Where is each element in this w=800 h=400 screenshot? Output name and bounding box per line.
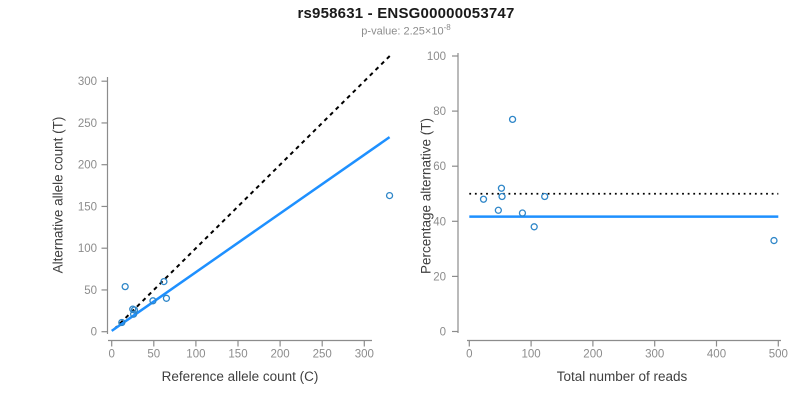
x-tick-label: 200: [583, 349, 602, 361]
page-title: rs958631 - ENSG00000053747: [297, 5, 515, 22]
data-point: [770, 236, 778, 245]
y-tick-label: 150: [78, 201, 97, 213]
y-tick-label: 200: [78, 160, 97, 172]
y-tick-label: 0: [440, 327, 446, 339]
identity-line: [113, 52, 393, 330]
y-tick-label: 20: [433, 271, 446, 283]
data-point: [498, 192, 506, 201]
data-point: [149, 297, 157, 305]
x-tick-label: 200: [271, 349, 290, 361]
right-x-axis-title: Total number of reads: [556, 369, 688, 384]
data-point: [508, 115, 517, 124]
data-point: [130, 306, 139, 314]
x-tick-label: 0: [466, 349, 472, 361]
y-tick-label: 40: [433, 216, 446, 228]
data-point: [160, 277, 168, 286]
y-tick-label: 100: [78, 243, 97, 255]
data-point: [494, 206, 502, 214]
x-tick-label: 400: [707, 349, 726, 361]
regression-line: [110, 136, 391, 332]
y-tick-label: 80: [433, 106, 446, 118]
y-tick-label: 50: [84, 285, 97, 297]
x-tick-label: 150: [228, 349, 247, 361]
x-tick-label: 100: [186, 349, 205, 361]
data-point: [541, 192, 549, 201]
pvalue-text: p-value: 2.25×10: [361, 25, 444, 38]
x-tick-label: 0: [108, 349, 114, 361]
y-tick-label: 60: [433, 161, 446, 173]
y-tick-label: 250: [78, 118, 97, 130]
data-point: [118, 318, 126, 327]
data-point: [162, 294, 171, 302]
data-point: [518, 209, 527, 217]
pvalue-subtitle: p-value: 2.25×10-8: [6, 23, 800, 38]
data-point: [385, 191, 394, 200]
data-point: [497, 184, 506, 192]
pvalue-exponent: -8: [443, 23, 451, 32]
data-point: [121, 282, 129, 291]
x-tick-label: 300: [645, 349, 664, 361]
data-point: [530, 223, 538, 231]
y-tick-label: 100: [427, 51, 446, 63]
left-x-axis-title: Reference allele count (C): [161, 369, 319, 384]
y-tick-label: 0: [91, 327, 97, 339]
x-tick-label: 50: [147, 349, 160, 361]
y-tick-label: 300: [78, 76, 97, 88]
data-point: [129, 310, 138, 318]
x-tick-label: 250: [313, 349, 332, 361]
left-y-axis-title: Alternative allele count (T): [50, 116, 66, 274]
data-point: [479, 195, 488, 203]
x-tick-label: 300: [355, 349, 374, 361]
x-tick-label: 500: [769, 349, 788, 361]
right-y-axis-title: Percentage alternative (T): [418, 117, 434, 275]
x-tick-label: 100: [522, 349, 541, 361]
